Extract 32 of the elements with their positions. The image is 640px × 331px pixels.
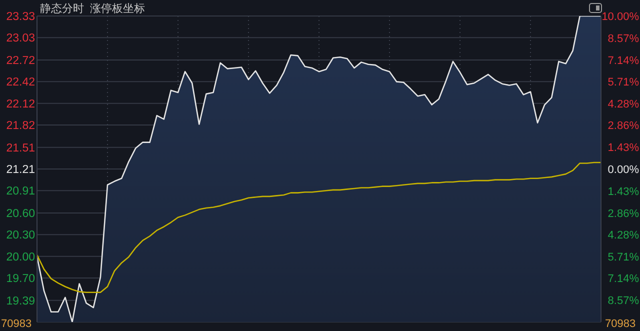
y-tick-label: 21.21 [6, 164, 35, 176]
y2-tick-label: 4.28% [608, 229, 640, 242]
y-tick-label: 22.42 [6, 76, 35, 89]
line-series [36, 162, 602, 294]
y-tick-label: 22.12 [6, 98, 35, 110]
y2-tick-label: 4.28% [608, 98, 640, 111]
y-tick-label: 19.70 [6, 272, 35, 285]
y2-tick-label: 0.00% [608, 164, 640, 176]
y2-tick-label: 5.71% [608, 251, 640, 264]
y2-tick-label: 5.71% [608, 76, 640, 89]
text: 70983 [605, 318, 636, 330]
y2-tick-label: 1.43% [608, 186, 640, 198]
chart-title: 静态分时 涨停板坐标 [40, 2, 146, 16]
y-tick-label: 21.51 [6, 142, 35, 154]
y-tick-label: 20.60 [6, 208, 35, 220]
y2-tick-label: 10.00% [602, 11, 640, 23]
y-tick-label: 20.30 [6, 230, 35, 242]
text: 70983 [1, 318, 32, 330]
y-tick-label: 23.03 [6, 32, 35, 45]
y2-tick-label: 7.14% [608, 54, 640, 67]
y-tick-label: 21.82 [6, 120, 35, 132]
y-tick-label: 23.33 [6, 11, 35, 23]
y-tick-label: 19.39 [6, 295, 35, 308]
y-tick-label: 20.91 [6, 186, 35, 198]
y2-tick-label: 2.86% [608, 120, 640, 132]
y2-tick-label: 8.57% [608, 32, 640, 45]
y2-tick-label: 7.14% [608, 273, 640, 286]
y2-tick-label: 1.43% [608, 142, 640, 154]
y2-tick-label: 8.57% [608, 295, 640, 308]
y2-tick-label: 2.86% [608, 208, 640, 220]
y-tick-label: 20.00 [6, 251, 35, 264]
y-tick-label: 22.72 [6, 55, 35, 68]
